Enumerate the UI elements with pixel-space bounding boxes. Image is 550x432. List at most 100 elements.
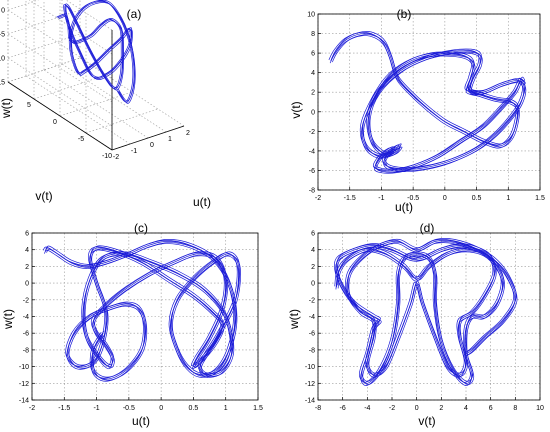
panel-b-axes-frame [317,13,541,191]
panel-c-ytick-label-7: 0 [25,281,29,288]
panel-a-series-0-trace-1 [58,2,136,104]
panel-a-title: (a) [127,7,142,21]
panel-c-ytick-label-5: -4 [23,314,29,321]
panel-d-ytick-label-8: 2 [311,264,315,271]
panel-d-ytick-label-1: -12 [305,381,315,388]
panel-d-xtick-label-6: 4 [464,405,468,412]
panel-c-ytick-label-8: 2 [25,264,29,271]
panel-a-ztick-label-1: -10 [0,56,5,63]
panel-b-series-0-trace-3 [331,31,526,170]
panel-c-ytick-label-3: -8 [23,347,29,354]
panel-a-edge-u [111,125,185,151]
panel-a-ztick-label-0: -15 [0,80,5,87]
panel-a-wall-zgrid-u-0 [7,57,81,83]
panel-c-xtick-label-7: 1.5 [253,405,263,412]
panel-b-series-group [328,31,527,174]
panel-a-ztick-label-2: -5 [0,32,5,39]
panel-b-xtick-label-0: -2 [315,195,321,202]
panel-c-xtick-label-6: 1 [224,405,228,412]
panel-d-xlabel: v(t) [418,414,435,428]
panel-c-ylabel: w(t) [1,309,15,330]
panel-d-ytick-label-3: -8 [309,347,315,354]
panel-d-title: (d) [420,221,435,235]
panel-d-xtick-label-4: 0 [415,405,419,412]
panel-a-wall-zgrid-u-1 [7,33,81,59]
panel-d-axes-frame [317,232,541,401]
panel-d-ytick-label-4: -6 [309,331,315,338]
panel-c-title: (c) [134,221,148,235]
panel-c-ytick-label-4: -6 [23,331,29,338]
panel-a-utick-label-3: 1 [168,136,172,143]
panel-d-ytick-label-9: 4 [311,247,315,254]
panel-a-series-0-trace-2 [56,0,134,103]
panel-a-utick-label-1: -1 [131,148,137,155]
panel-d-ytick-label-7: 0 [311,281,315,288]
panel-d-ytick-label-6: -2 [309,297,315,304]
panel-c-ytick-label-10: 6 [25,231,29,238]
panel-c-xtick-label-3: -0.5 [123,405,135,412]
panel-d-xtick-label-9: 10 [536,405,544,412]
panel-d-series-0-trace-2 [334,238,515,383]
panel-a-xlabel: u(t) [193,195,211,209]
panel-b-ytick-label-6: 4 [311,70,315,77]
panel-c-ytick-label-1: -12 [19,381,29,388]
panel-a-floor-vgrid-1 [85,108,159,134]
panel-b-ytick-label-0: -8 [309,188,315,195]
panel-c-series-group [42,238,241,382]
panel-c-xlabel: u(t) [132,414,150,428]
panel-c-plot: (c) u(t) w(t) -2 -1.5 -1 -0.5 0 0.5 1 1.5 -14 -12… [1,221,263,428]
panel-c-xtick-label-4: 0 [159,405,163,412]
panel-b-xtick-label-7: 1.5 [535,195,545,202]
panel-c-xtick-label-0: -2 [29,405,35,412]
panel-b-ytick-label-2: -4 [309,148,315,155]
panel-b-ytick-label-5: 2 [311,90,315,97]
panel-c-axes-frame [31,232,259,401]
panel-d-series-0-trace-4 [335,242,516,386]
panel-c-ytick-label-2: -10 [19,364,29,371]
panel-d-xtick-label-0: -8 [315,405,321,412]
panel-b-xtick-label-3: -0.5 [407,195,419,202]
panel-d-ytick-label-0: -14 [305,398,315,405]
panel-a-ylabel: v(t) [35,189,52,203]
panel-b-xtick-label-1: -1.5 [344,195,356,202]
panel-d-ytick-label-10: 6 [311,231,315,238]
panel-b-ytick-label-9: 10 [307,12,315,19]
panel-d-xtick-label-5: 2 [439,405,443,412]
panel-a-vtick-label-1: -5 [78,136,84,143]
panel-b-xlabel: u(t) [395,200,413,214]
panel-b-xtick-label-6: 1 [506,195,510,202]
panel-a-vtick-label-0: -10 [102,153,112,160]
panel-a-zlabel: w(t) [0,98,13,119]
panel-b-ytick-label-7: 6 [311,51,315,58]
panel-d-xtick-label-7: 6 [489,405,493,412]
panel-b-ytick-label-3: -2 [309,129,315,136]
panel-a-floor-vgrid-3 [33,74,107,100]
panel-b-ytick-label-1: -6 [309,168,315,175]
panel-c-series-0-trace-3 [45,238,241,378]
panel-b-xtick-label-2: -1 [378,195,384,202]
panel-b-xtick-label-4: 0 [443,195,447,202]
panel-c-ytick-label-9: 4 [25,247,29,254]
panel-a-wall-zgrid-u-2 [7,9,81,35]
panel-d-xtick-label-2: -4 [364,405,370,412]
panel-d-ytick-label-2: -10 [305,364,315,371]
panel-a-utick-label-0: -2 [113,154,119,161]
panel-d-ylabel: w(t) [287,309,301,330]
panel-d-series-group [334,237,518,386]
panel-c-xtick-label-5: 0.5 [189,405,199,412]
panel-c-xtick-label-2: -1 [93,405,99,412]
panel-c-series-0-trace-4 [44,243,239,382]
panel-a-series-0-trace-3 [58,0,135,102]
panel-c-ytick-label-0: -14 [19,398,29,405]
panel-c-xtick-label-1: -1.5 [58,405,70,412]
panel-c-ytick-label-6: -2 [23,297,29,304]
panel-a-wall-zgrid-v-5 [65,0,113,31]
panel-b-ylabel: v(t) [289,101,303,118]
panel-b-plot: (b) u(t) v(t) -2 -1.5 -1 -0.5 0 0.5 1 1.5-8-6-4… [289,7,545,214]
panel-d-ytick-label-5: -4 [309,314,315,321]
panel-a-vtick-label-2: 0 [53,119,57,126]
panel-b-series-0-trace-4 [329,35,524,174]
panel-a-utick-label-4: 2 [186,130,190,137]
panel-a-utick-label-2: 0 [150,142,154,149]
